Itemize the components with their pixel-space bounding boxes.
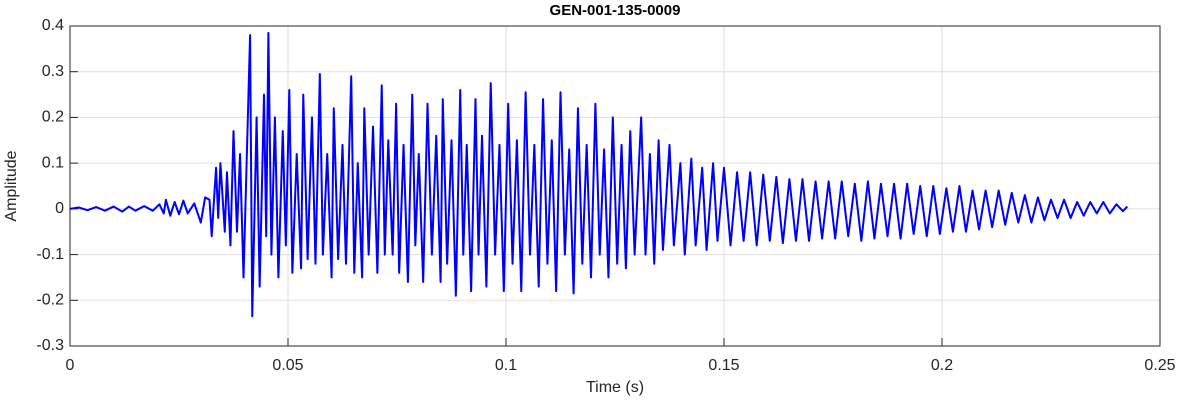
y-tick-label: 0.2 [42, 109, 64, 126]
y-tick-label: -0.1 [36, 246, 64, 263]
y-tick-label: 0.1 [42, 154, 64, 171]
y-tick-label: 0 [55, 200, 64, 217]
waveform-line [69, 31, 1129, 318]
x-tick-label: 0.15 [708, 357, 739, 374]
x-tick-label: 0 [66, 357, 75, 374]
y-axis-label: Amplitude [3, 150, 20, 221]
x-tick-label: 0.25 [1144, 357, 1175, 374]
x-tick-label: 0.1 [495, 357, 517, 374]
y-tick-label: -0.2 [36, 292, 64, 309]
y-tick-label: 0.3 [42, 63, 64, 80]
x-tick-label: 0.2 [931, 357, 953, 374]
y-tick-label: 0.4 [42, 17, 64, 34]
y-tick-label: -0.3 [36, 337, 64, 354]
plot-frame [69, 25, 1161, 347]
x-tick-label: 0.05 [272, 357, 303, 374]
x-axis-label: Time (s) [586, 379, 644, 396]
chart-title: GEN-001-135-0009 [550, 2, 681, 19]
